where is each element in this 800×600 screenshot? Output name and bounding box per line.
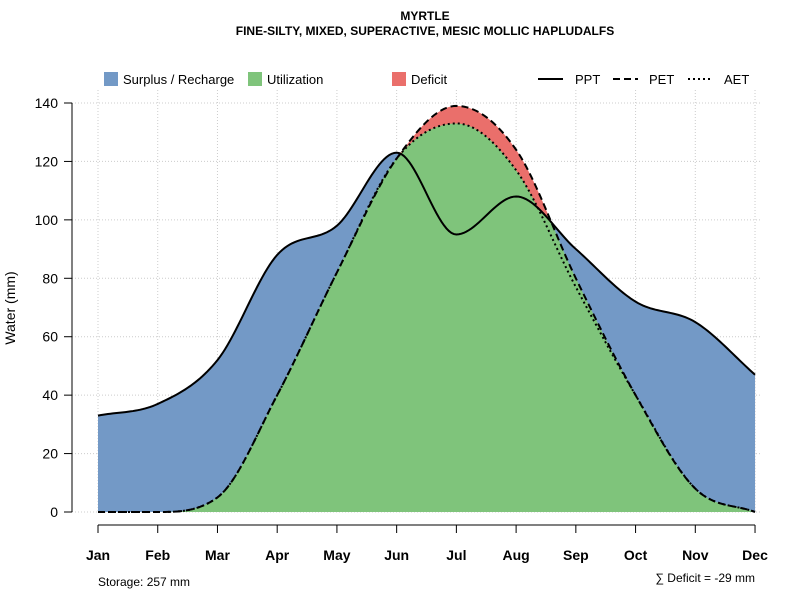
area-fills — [98, 105, 756, 513]
x-tick-label: Jan — [86, 547, 110, 563]
series-line-aet — [98, 122, 756, 513]
y-tick-label: 120 — [35, 153, 59, 169]
x-tick-label: Feb — [145, 547, 170, 563]
y-axis-title: Water (mm) — [2, 271, 18, 344]
x-tick-label: Aug — [503, 547, 530, 563]
x-tick-label: Nov — [682, 547, 709, 563]
legend: Surplus / Recharge Utilization Deficit P… — [104, 72, 749, 87]
y-tick-label: 0 — [50, 504, 58, 520]
axes: 0 20 40 60 80 100 120 140 Jan Feb Mar Apr May Jun Jul A… — [35, 95, 768, 563]
utilization-area — [98, 123, 756, 512]
legend-label-pet: PET — [649, 72, 674, 87]
x-tick-label: Mar — [205, 547, 230, 563]
chart-title: MYRTLE — [400, 9, 449, 23]
y-tick-label: 140 — [35, 95, 59, 111]
legend-label-utilization: Utilization — [267, 72, 323, 87]
legend-swatch-surplus — [104, 72, 118, 86]
x-tick-label: Sep — [563, 547, 589, 563]
y-tick-label: 80 — [42, 270, 58, 286]
legend-label-deficit: Deficit — [411, 72, 448, 87]
x-tick-label: Oct — [624, 547, 648, 563]
x-tick-label: Apr — [265, 547, 290, 563]
series-line-ppt — [97, 151, 756, 417]
legend-swatch-deficit — [392, 72, 406, 86]
legend-label-surplus: Surplus / Recharge — [123, 72, 234, 87]
legend-label-ppt: PPT — [575, 72, 600, 87]
series-lines — [97, 104, 756, 513]
x-tick-label: Dec — [742, 547, 768, 563]
storage-label: Storage: 257 mm — [98, 575, 190, 589]
legend-swatch-utilization — [248, 72, 262, 86]
x-tick-label: Jul — [446, 547, 466, 563]
y-tick-label: 40 — [42, 387, 58, 403]
y-tick-label: 100 — [35, 212, 59, 228]
x-tick-label: Jun — [384, 547, 409, 563]
deficit-label: ∑ Deficit = -29 mm — [655, 571, 755, 585]
y-tick-label: 60 — [42, 329, 58, 345]
y-tick-label: 20 — [42, 446, 58, 462]
chart-subtitle: FINE-SILTY, MIXED, SUPERACTIVE, MESIC MO… — [236, 24, 614, 38]
x-tick-label: May — [323, 547, 350, 563]
legend-label-aet: AET — [724, 72, 749, 87]
